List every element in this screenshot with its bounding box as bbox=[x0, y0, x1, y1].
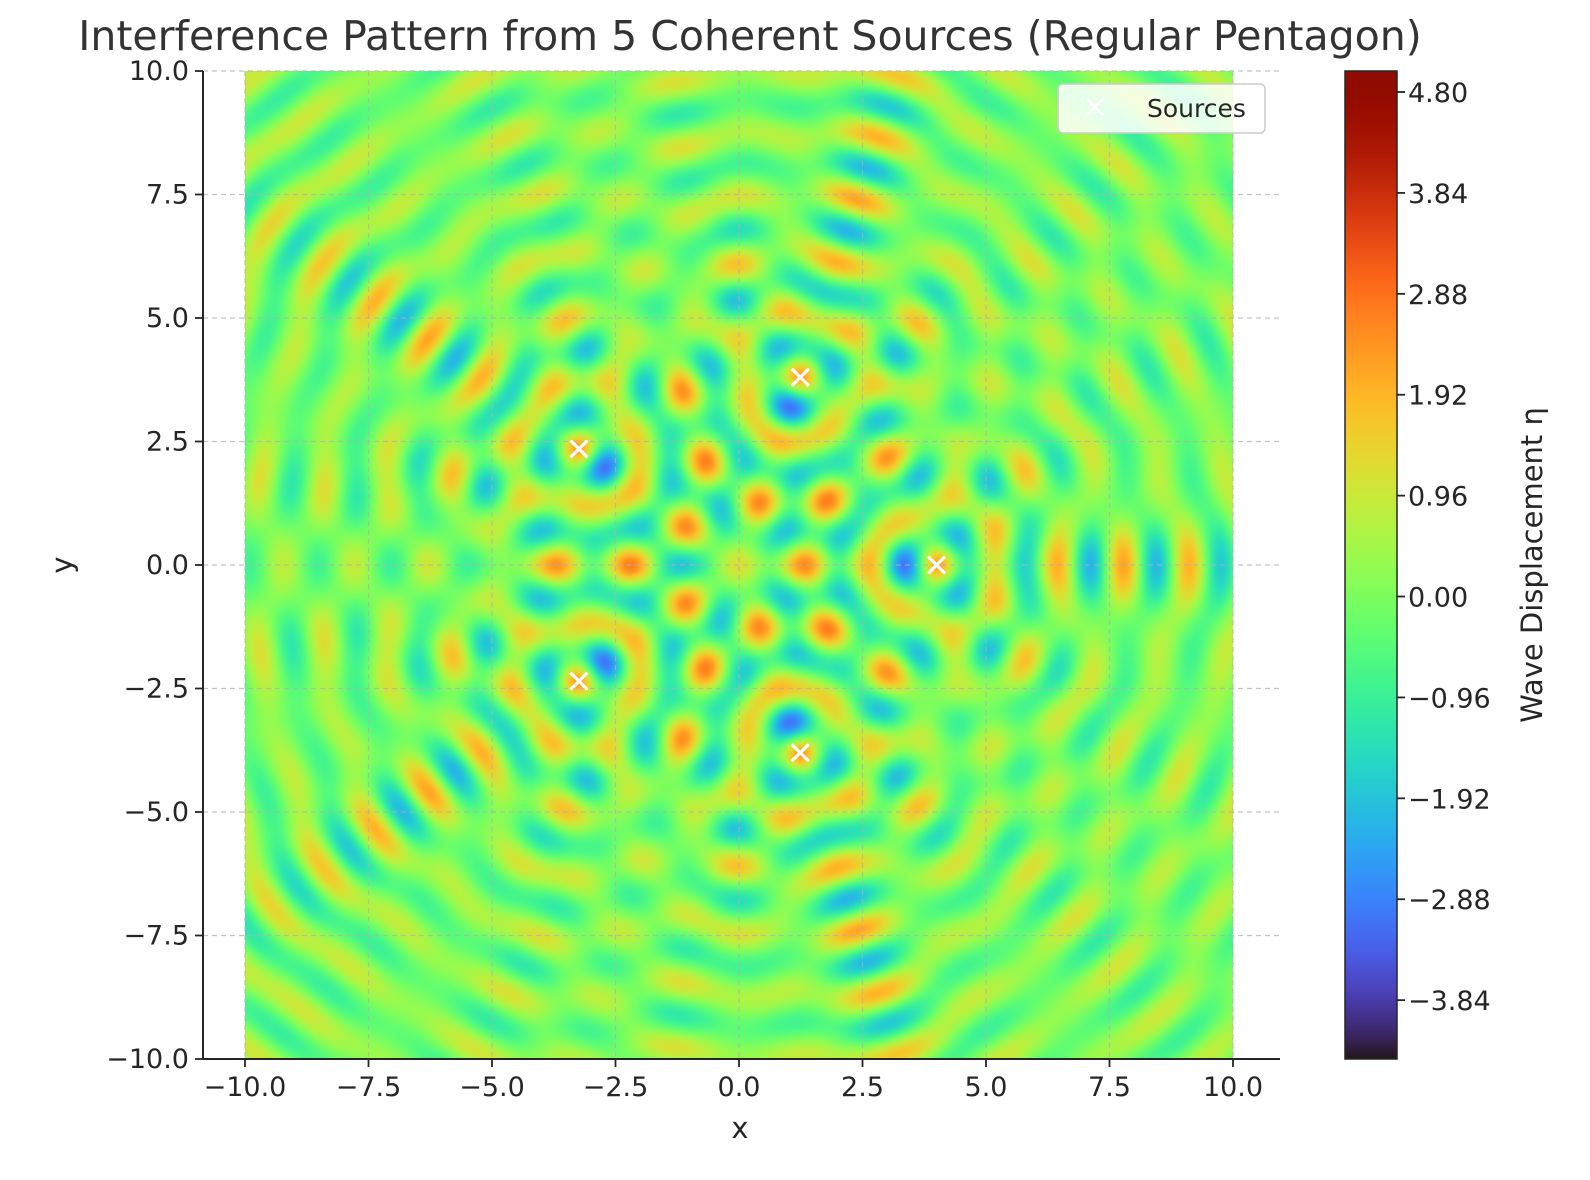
y-tick-label: −7.5 bbox=[123, 921, 189, 952]
colorbar-label: Wave Displacement η bbox=[1515, 407, 1549, 723]
y-axis-ticks: −10.0 −7.5 −5.0 −2.5 0.0 2.5 5.0 7.5 10.0 bbox=[106, 56, 203, 1075]
source-markers bbox=[569, 368, 946, 762]
y-tick-label: 10.0 bbox=[129, 56, 189, 87]
x-tick-label: 5.0 bbox=[965, 1072, 1008, 1103]
y-axis-label: y bbox=[45, 556, 79, 573]
colorbar-frame bbox=[1344, 70, 1398, 1060]
y-tick-label: 0.0 bbox=[146, 550, 189, 581]
legend-label-sources: Sources bbox=[1147, 94, 1246, 123]
y-tick-label: −5.0 bbox=[123, 797, 189, 828]
y-tick-label: −10.0 bbox=[106, 1044, 189, 1075]
x-tick-label: 0.0 bbox=[718, 1072, 761, 1103]
colorbar-tick-label: 1.92 bbox=[1408, 381, 1468, 412]
colorbar-tick-label: −0.96 bbox=[1408, 683, 1491, 714]
colorbar-gradient bbox=[1345, 71, 1397, 1059]
x-tick-label: 7.5 bbox=[1088, 1072, 1131, 1103]
colorbar-tick-label: 4.80 bbox=[1408, 78, 1468, 109]
colorbar-tick-label: −1.92 bbox=[1408, 784, 1491, 815]
colorbar-tick-label: 2.88 bbox=[1408, 280, 1468, 311]
y-tick-label: −2.5 bbox=[123, 674, 189, 705]
x-tick-label: 2.5 bbox=[841, 1072, 884, 1103]
x-tick-label: −2.5 bbox=[583, 1072, 649, 1103]
colorbar-tick-label: −2.88 bbox=[1408, 885, 1491, 916]
x-tick-label: 10.0 bbox=[1203, 1072, 1263, 1103]
colorbar-tick-label: 0.96 bbox=[1408, 482, 1468, 513]
colorbar-tick-label: 0.00 bbox=[1408, 583, 1468, 614]
x-tick-label: −5.0 bbox=[459, 1072, 525, 1103]
x-axis-ticks: −10.0 −7.5 −5.0 −2.5 0.0 2.5 5.0 7.5 10.0 bbox=[204, 1059, 1263, 1103]
source-marker bbox=[927, 555, 946, 575]
grid-lines bbox=[203, 70, 1280, 1060]
y-tick-label: 5.0 bbox=[146, 303, 189, 334]
source-marker bbox=[791, 743, 810, 762]
colorbar-tick-label: −3.84 bbox=[1408, 986, 1491, 1017]
colorbar-tick-label: 3.84 bbox=[1408, 179, 1468, 210]
legend-x-marker-icon bbox=[1086, 98, 1104, 116]
legend: Sources bbox=[1057, 83, 1266, 134]
legend-box bbox=[1057, 83, 1266, 134]
x-tick-label: −7.5 bbox=[336, 1072, 402, 1103]
source-marker bbox=[791, 368, 810, 387]
source-marker bbox=[569, 439, 589, 459]
x-tick-label: −10.0 bbox=[204, 1072, 287, 1103]
source-marker bbox=[569, 671, 589, 691]
y-tick-label: 2.5 bbox=[146, 427, 189, 458]
colorbar-ticks: −3.84 −2.88 −1.92 −0.96 0.00 0.96 1.92 2.88 3.84… bbox=[1397, 78, 1491, 1017]
axes-frame bbox=[202, 71, 1280, 1060]
y-tick-label: 7.5 bbox=[146, 180, 189, 211]
chart-title: Interference Pattern from 5 Coherent Sou… bbox=[78, 12, 1422, 60]
x-axis-label: x bbox=[731, 1111, 748, 1145]
